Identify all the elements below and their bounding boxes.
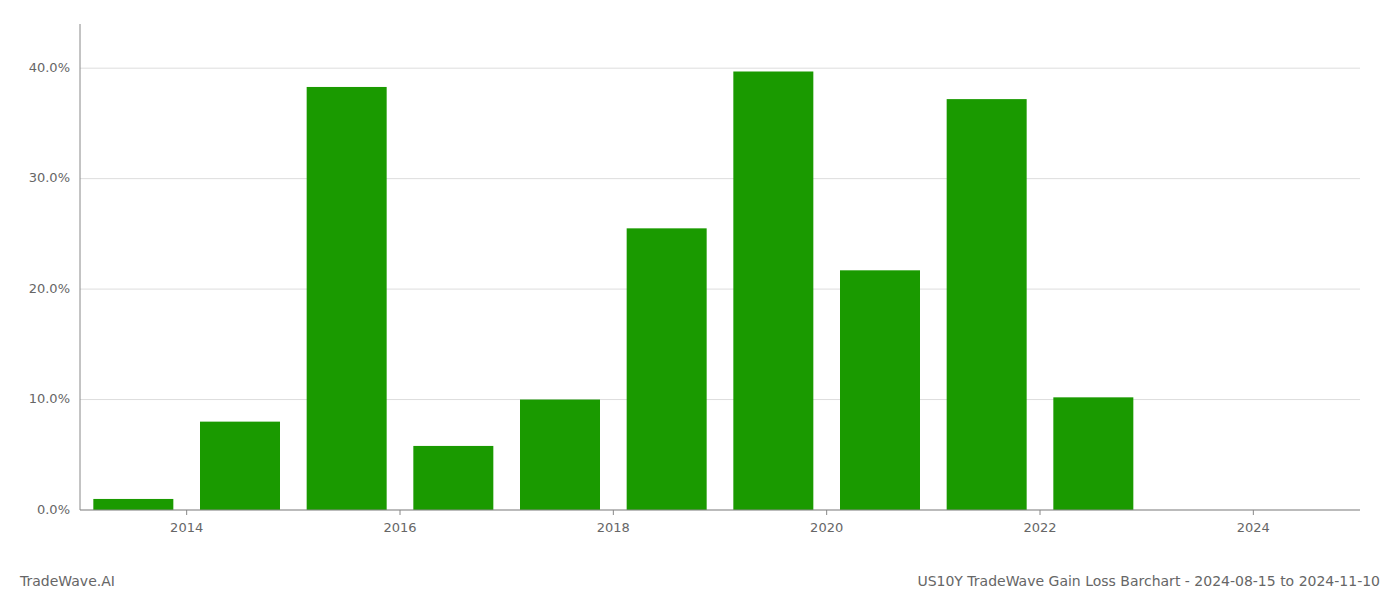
bar — [200, 422, 280, 510]
bars — [93, 71, 1133, 510]
x-tick-label: 2014 — [170, 520, 203, 535]
x-tick — [1040, 510, 1041, 515]
bar — [413, 446, 493, 510]
y-tick-label: 0.0% — [37, 502, 70, 517]
bar — [307, 87, 387, 510]
bar — [733, 71, 813, 510]
bar — [627, 228, 707, 510]
grid-line — [80, 399, 1360, 400]
x-axis-line — [80, 510, 1360, 511]
y-tick-label: 10.0% — [29, 391, 70, 406]
x-tick — [400, 510, 401, 515]
y-tick-label: 30.0% — [29, 170, 70, 185]
x-tick — [186, 510, 187, 515]
bar — [1053, 397, 1133, 510]
watermark: TradeWave.AI — [19, 573, 115, 589]
y-tick-labels: 0.0% 10.0% 20.0% 30.0% 40.0% — [29, 60, 70, 517]
x-tick — [613, 510, 614, 515]
grid-line — [80, 289, 1360, 290]
x-tick-label: 2020 — [810, 520, 843, 535]
y-axis-line — [80, 24, 81, 510]
x-tick-label: 2022 — [1023, 520, 1056, 535]
chart-svg: 0.0% 10.0% 20.0% 30.0% 40.0% 2014 2016 2018 2020… — [0, 0, 1400, 600]
bar — [947, 99, 1027, 510]
x-tick-label: 2016 — [383, 520, 416, 535]
grid-line — [80, 510, 1360, 511]
y-tick-label: 40.0% — [29, 60, 70, 75]
grid-line — [80, 178, 1360, 179]
y-tick-label: 20.0% — [29, 281, 70, 296]
bar — [93, 499, 173, 510]
y-grid — [80, 68, 1360, 510]
bar — [840, 270, 920, 510]
page: {"chart_data": { "type": "bar", "title":… — [0, 0, 1400, 600]
x-ticks: 2014 2016 2018 2020 2022 2024 — [170, 510, 1270, 535]
x-tick — [1253, 510, 1254, 515]
x-tick — [826, 510, 827, 515]
title: US10Y TradeWave Gain Loss Barchart - 202… — [917, 573, 1380, 589]
bar — [520, 400, 600, 510]
chart-container: 0.0% 10.0% 20.0% 30.0% 40.0% 2014 2016 2018 2020… — [0, 0, 1400, 600]
grid-line — [80, 68, 1360, 69]
x-tick-label: 2024 — [1237, 520, 1270, 535]
x-tick-label: 2018 — [597, 520, 630, 535]
